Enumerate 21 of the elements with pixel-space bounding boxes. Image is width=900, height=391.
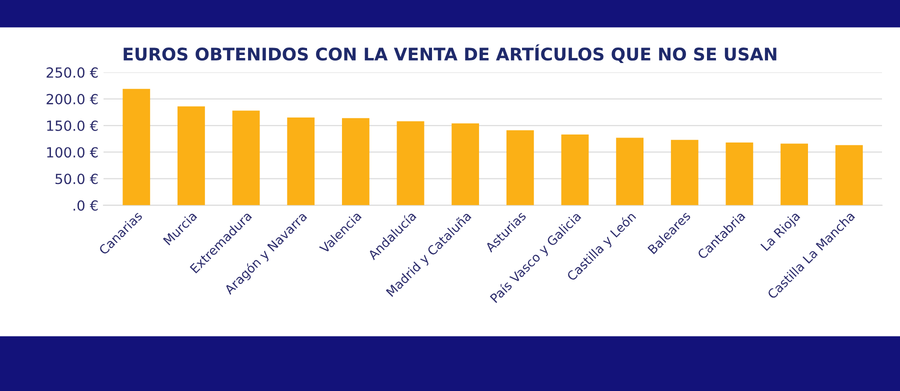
y-tick-label: 250.0 €	[46, 67, 98, 78]
bar	[452, 123, 480, 206]
bar	[232, 110, 260, 206]
bar	[122, 88, 150, 206]
chart-title: EUROS OBTENIDOS CON LA VENTA DE ARTÍCULOS QUE NO SE USAN	[124, 44, 776, 63]
bar	[835, 145, 863, 206]
y-tick-label: 100.0 €	[47, 147, 98, 158]
bar	[780, 144, 808, 206]
y-tick-label: 50.0 €	[56, 174, 98, 184]
bar	[396, 121, 424, 206]
bar	[616, 138, 644, 206]
bar	[342, 118, 370, 206]
y-tick-label: 200.0 €	[46, 94, 98, 104]
y-tick-label: 150.0 €	[47, 120, 98, 131]
bar	[726, 142, 754, 206]
bar	[287, 118, 315, 206]
bar	[506, 130, 534, 206]
bar	[670, 140, 698, 206]
y-tick-label: .0 €	[74, 200, 98, 211]
bar	[561, 134, 589, 206]
bar	[178, 106, 205, 206]
